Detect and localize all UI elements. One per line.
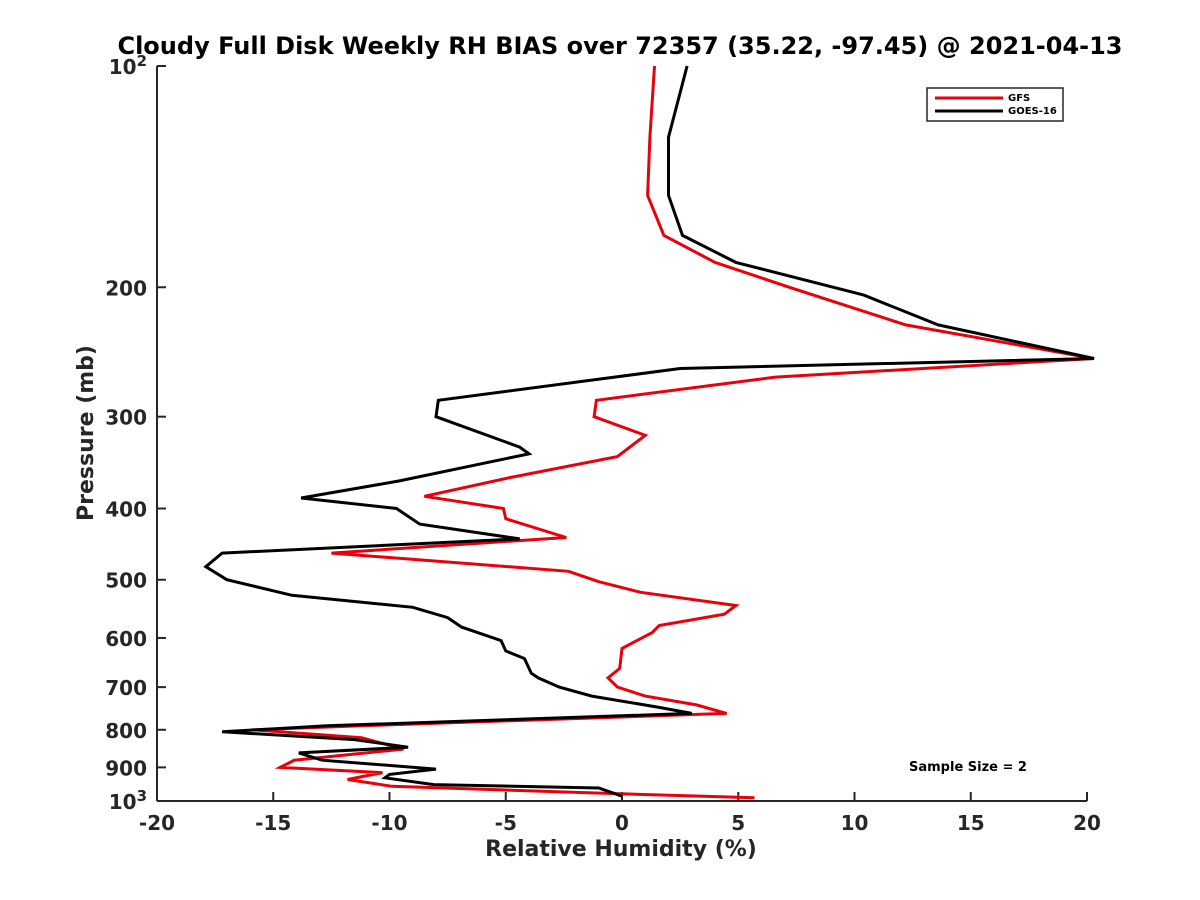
y-tick-label: 300 bbox=[105, 406, 147, 430]
y-tick-label: 400 bbox=[105, 498, 147, 522]
y-tick-exponent: 2 bbox=[137, 52, 147, 70]
legend-label-gfs: GFS bbox=[1008, 93, 1030, 104]
y-tick-label: 900 bbox=[105, 756, 147, 780]
x-tick-label: -10 bbox=[371, 811, 407, 835]
legend: GFS GOES-16 bbox=[926, 87, 1064, 122]
x-tick-label: 0 bbox=[615, 811, 629, 835]
y-tick-exponent: 3 bbox=[137, 787, 147, 805]
y-tick-label: 500 bbox=[105, 569, 147, 593]
x-tick-label: 20 bbox=[1073, 811, 1101, 835]
x-axis-label: Relative Humidity (%) bbox=[485, 837, 757, 862]
y-axis-label: Pressure (mb) bbox=[74, 345, 99, 521]
series-line-gfs bbox=[252, 65, 1095, 800]
series-layer bbox=[203, 65, 1095, 800]
y-tick-label: 200 bbox=[105, 276, 147, 300]
x-tick-label: 5 bbox=[731, 811, 745, 835]
legend-label-goes16: GOES-16 bbox=[1008, 106, 1057, 117]
x-tick-label: 10 bbox=[841, 811, 869, 835]
x-tick-label: 15 bbox=[957, 811, 985, 835]
x-tick-label: -20 bbox=[139, 811, 175, 835]
x-axis-ticks: -20 -15 -10 -5 0 5 10 15 20 bbox=[139, 792, 1101, 835]
x-tick-label: -5 bbox=[495, 811, 517, 835]
sample-size-annotation: Sample Size = 2 bbox=[909, 760, 1027, 775]
y-tick-label: 102 bbox=[109, 52, 147, 79]
y-tick-label: 800 bbox=[105, 719, 147, 743]
legend-box bbox=[926, 87, 1064, 122]
y-axis-ticks: 102 200 300 400 500 600 700 800 900 103 bbox=[105, 52, 166, 814]
chart-title: Cloudy Full Disk Weekly RH BIAS over 723… bbox=[117, 32, 1122, 60]
series-line-goes16 bbox=[203, 65, 1095, 798]
y-tick-label: 103 bbox=[109, 787, 147, 814]
x-tick-label: -15 bbox=[255, 811, 291, 835]
y-tick-label: 700 bbox=[105, 676, 147, 700]
y-tick-label: 600 bbox=[105, 627, 147, 651]
